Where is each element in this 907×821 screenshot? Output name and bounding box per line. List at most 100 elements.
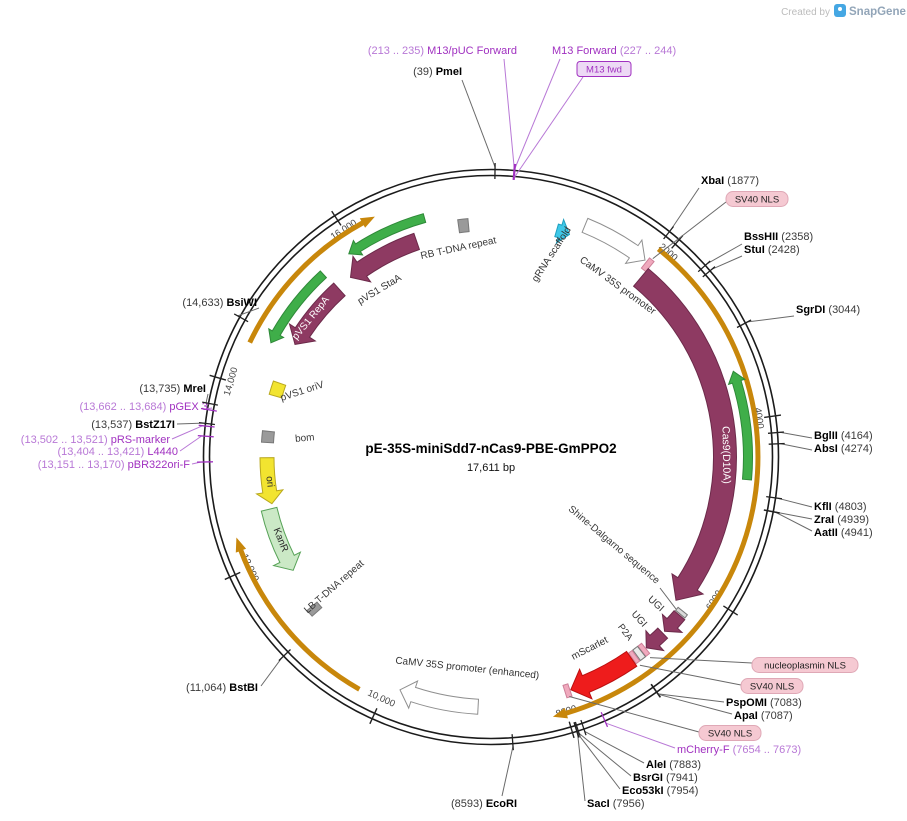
callout-text-part: EcoRI [486,798,517,810]
scale-label-10000: 10,000 [366,688,397,710]
scale-tick-16000 [331,210,342,226]
feature-sv40-nls-b [627,649,641,665]
site-tick-xbai [663,226,675,240]
site-tick-aatii [763,509,780,514]
callout-bsiwi: (14,633) BsiWI [182,297,257,309]
feature-mscarlet [570,650,638,700]
callout-m13-puc-forward: (213 .. 235) M13/pUC Forward [368,45,517,57]
boxed-label-text-nucleoplasmin-nls-label: nucleoplasmin NLS [764,661,846,672]
site-tick-bstz17i [198,421,215,426]
feature-label-bom: bom [295,432,315,445]
callout-text-part: (11,064) [186,682,229,694]
callout-text-part: SacI [587,798,610,810]
feature-orf-green-left-upper [348,213,427,256]
boxed-label-m13-fwd [576,61,632,77]
feature-label-p2a: P2A [615,622,635,643]
callout-line-m13-puc-forward [503,58,515,168]
feature-label-lb-t-dna-repeat: LB T-DNA repeat [302,558,366,616]
callout-text-part: KflI [814,501,832,513]
callout-line-stui [711,255,743,270]
feature-sv40-nls-c [562,683,573,699]
callout-line-aatii [775,511,813,532]
site-tick-bsiwi [233,313,249,323]
feature-orf-green-left-lower [268,270,328,344]
callout-m13-forward: M13 Forward (227 .. 244) [552,45,676,57]
feature-ori [255,457,285,505]
callout-line-zrai [775,511,813,520]
callout-aatii: AatII (4941) [814,527,873,539]
plasmid-map-render-root: 200040006000800010,00012,00014,00016,000… [21,45,873,810]
callout-l4440: (13,404 .. 13,421) L4440 [58,446,179,458]
callout-text-part: BstZ17I [135,419,175,431]
callout-text-part: (7654 .. 7673) [730,744,802,756]
site-tick-ecori [511,734,514,751]
callout-text-part: (2358) [778,231,813,243]
callout-text-part: (227 .. 244) [617,45,676,57]
callout-text-part: mCherry-F [677,744,730,756]
boxed-label-text-sv40-nls-mid: SV40 NLS [750,682,794,693]
callout-text-part: SgrDI [796,304,825,316]
callout-kfli: KflI (4803) [814,501,867,513]
callout-xbai: XbaI (1877) [701,175,759,187]
site-tick-mrei [202,401,219,406]
feature-gold-arc-bottom-left [235,537,361,692]
site-tick-saci [573,722,580,738]
callout-text-part: (8593) [451,798,486,810]
callout-text-part: (13,735) [139,383,183,395]
callout-text-part: (4274) [838,443,873,455]
site-tick-pgex-3 [200,407,217,412]
callout-text-part: BstBI [229,682,258,694]
callout-line-m13-forward [514,58,561,169]
callout-line-alei [584,730,645,764]
callout-zrai: ZraI (4939) [814,514,869,526]
callout-pgex-3: (13,662 .. 13,684) pGEX 3' [79,401,210,413]
callout-text-part: BglII [814,430,838,442]
boxed-label-line-sv40-nls-mid [639,664,742,686]
feature-rb-t-dna-repeat [457,218,470,234]
feature-label-ori: ori [263,476,275,488]
feature-label-cas9-d10a: Cas9(D10A) [719,426,732,484]
feature-label-rb-t-dna-repeat: RB T-DNA repeat [420,235,498,262]
callout-text-part: (1877) [724,175,759,187]
watermark: Created by SnapGene [781,4,906,18]
feature-cas9-d10a [632,267,737,601]
scale-tick-6000 [723,605,739,616]
callout-line-mrei [205,393,209,403]
site-tick-bsshii [697,260,711,273]
site-tick-stui [702,266,716,278]
callout-bsshii: BssHII (2358) [744,231,813,243]
site-tick-bsrgi [574,721,581,738]
callout-line-absi [780,443,813,451]
callout-text-part: (14,633) [182,297,226,309]
feature-label-line-shine-dalgarno-sequence [659,587,677,610]
scale-tick-14000 [209,374,227,381]
feature-bom [260,430,275,444]
boxed-label-text-m13-fwd: M13 fwd [586,65,622,76]
feature-grna-scaffold [554,217,571,245]
boxed-label-sv40-nls-top [725,191,789,207]
boxed-label-line-nucleoplasmin-nls-label [649,657,753,664]
callout-pspomi: PspOMI (7083) [726,697,802,709]
feature-label-ugi-2: UGI [629,609,649,630]
boxed-label-line-sv40-nls-top [652,201,727,259]
callout-line-bstz17i [176,422,204,425]
callout-line-sgrdi [747,315,795,323]
feature-label-mscarlet: mScarlet [570,635,610,663]
site-tick-prs-marker [198,424,215,428]
callout-saci: SacI (7956) [587,798,645,810]
feature-ugi-2 [645,627,669,652]
boxed-label-text-sv40-nls-top: SV40 NLS [735,195,779,206]
callout-line-saci [577,733,586,802]
site-tick-m13-forward [513,163,517,181]
callout-text-part: (7883) [666,759,701,771]
callout-text-part: (4803) [832,501,867,513]
callout-text-part: StuI [744,244,765,256]
site-tick-m13-puc-forward [512,163,516,180]
watermark-brand: SnapGene [849,6,906,18]
callout-text-part: (7083) [767,697,802,709]
callout-text-part: (13,662 .. 13,684) [79,401,169,413]
callout-text-part: PmeI [436,66,462,78]
callout-text-part: AleI [646,759,666,771]
callout-text-part: AatII [814,527,838,539]
boxed-label-line-sv40-nls-low [569,696,700,733]
